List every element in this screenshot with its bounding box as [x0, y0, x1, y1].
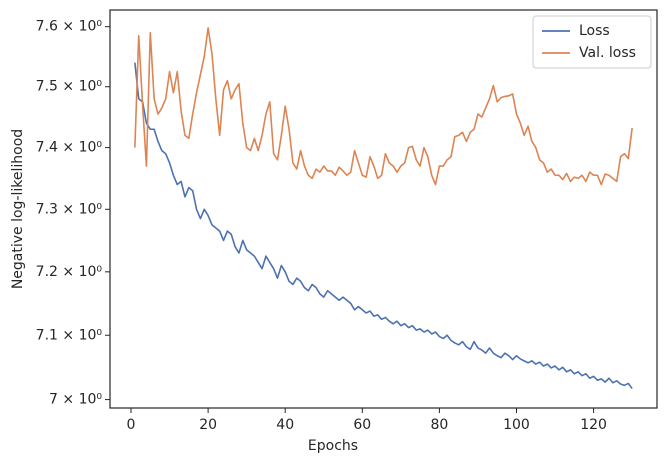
x-tick-label: 60	[353, 417, 371, 433]
line-series	[134, 27, 633, 186]
y-tick-label: 7.1 × 10⁰	[36, 327, 103, 343]
x-tick-label: 20	[199, 417, 217, 433]
x-axis-label: Epochs	[308, 438, 358, 454]
legend-label: Val. loss	[579, 45, 636, 61]
x-tick-label: 80	[430, 417, 448, 433]
plot-frame	[109, 9, 658, 409]
x-tick-label: 40	[276, 417, 294, 433]
y-tick-label: 7.3 × 10⁰	[36, 201, 103, 217]
y-tick-label: 7 × 10⁰	[49, 392, 102, 408]
legend-label: Loss	[579, 23, 610, 39]
legend-box	[532, 15, 652, 69]
y-tick-label: 7.2 × 10⁰	[36, 264, 103, 280]
y-axis-label: Negative log-likelihood	[10, 129, 26, 289]
x-tick-label: 100	[503, 417, 530, 433]
x-tick-label: 120	[580, 417, 607, 433]
y-tick-label: 7.5 × 10⁰	[36, 79, 103, 95]
y-tick-label: 7.4 × 10⁰	[36, 140, 103, 156]
y-tick-label: 7.6 × 10⁰	[36, 19, 103, 35]
line-series	[134, 62, 633, 390]
x-tick-label: 0	[127, 417, 136, 433]
